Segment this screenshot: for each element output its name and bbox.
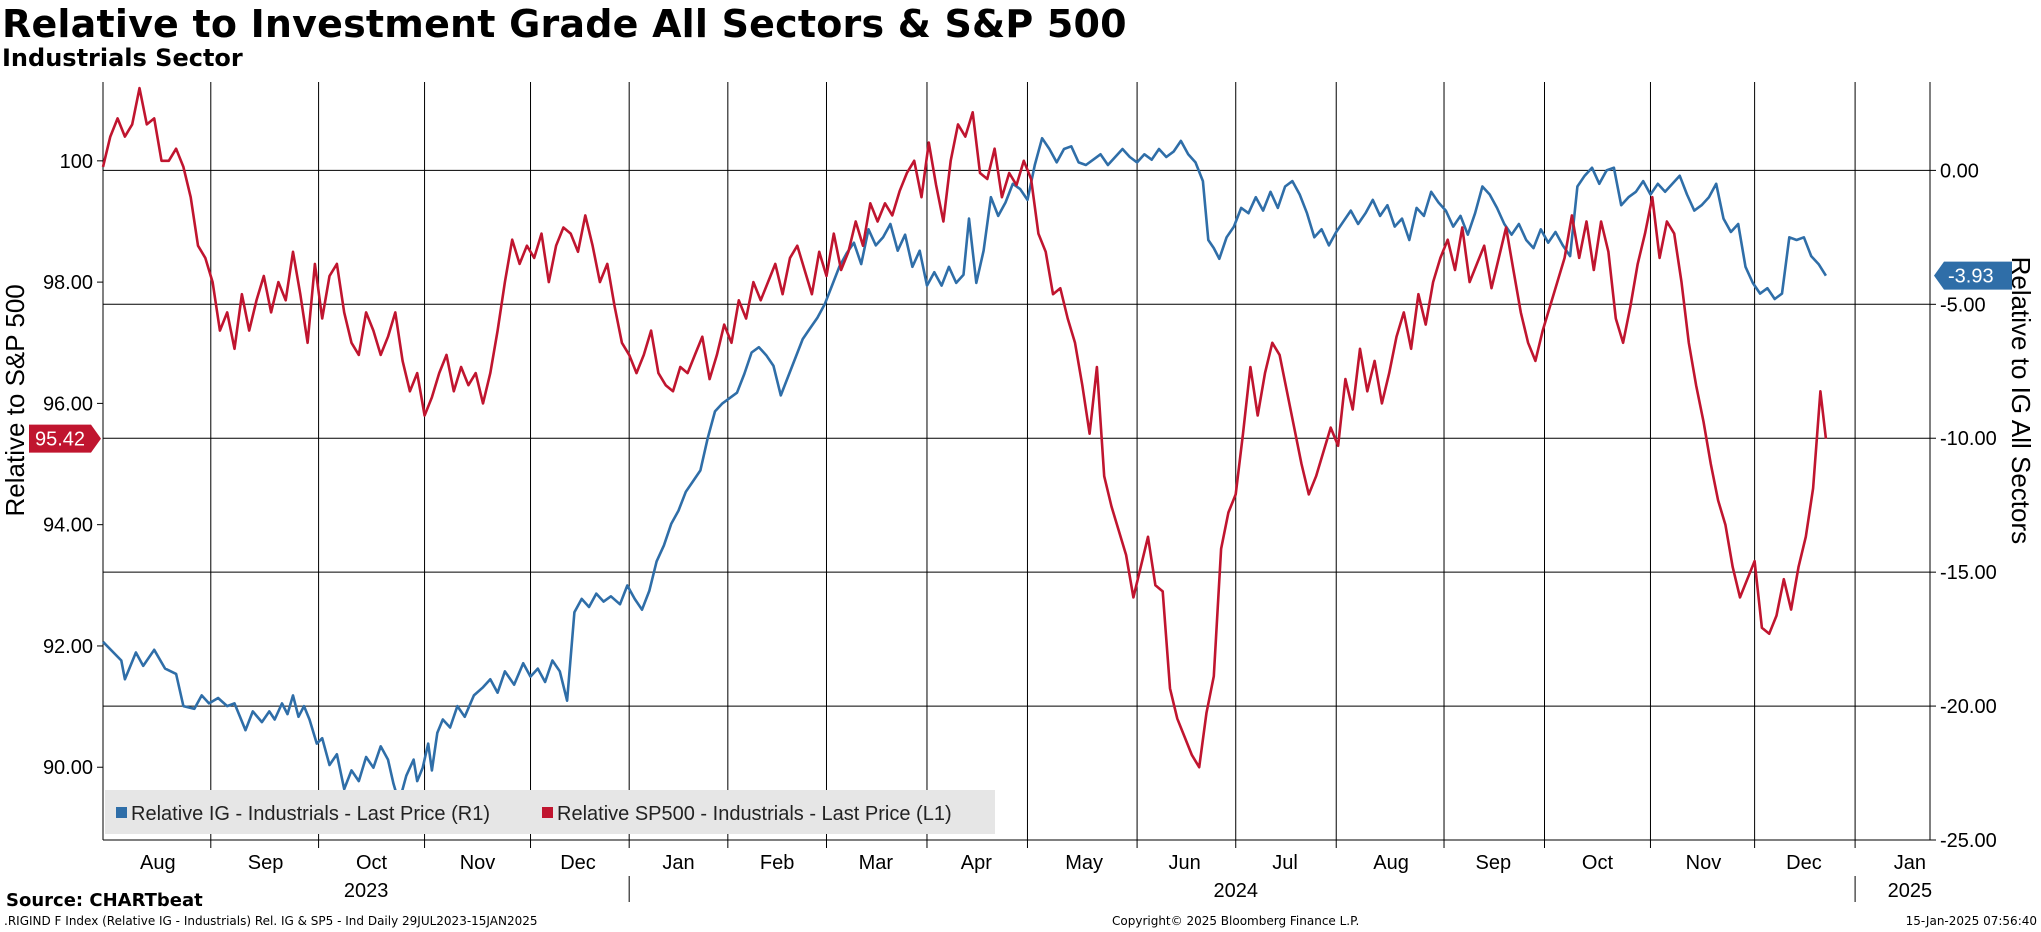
chart-title: Relative to Investment Grade All Sectors… (2, 2, 1127, 46)
legend-label-ig: Relative IG - Industrials - Last Price (… (131, 803, 490, 825)
right-tick-label: -20.00 (1940, 696, 1997, 718)
footer-timestamp: 15-Jan-2025 07:56:40 (1905, 914, 2037, 928)
month-label: Dec (560, 852, 596, 874)
sp500-series-line (101, 86, 1828, 769)
month-label: Oct (356, 852, 388, 874)
left-tick-label: 96.00 (43, 393, 93, 415)
left-tick-label: 100 (60, 151, 93, 173)
month-label: Sep (248, 852, 284, 874)
right-tick-label: -5.00 (1940, 294, 1986, 316)
sp500-last-value: 95.42 (35, 429, 85, 451)
left-tick-label: 94.00 (43, 515, 93, 537)
month-label: Aug (140, 852, 176, 874)
month-label: Jun (1168, 852, 1200, 874)
month-label: Sep (1476, 852, 1512, 874)
right-tick-label: 0.00 (1940, 160, 1979, 182)
month-label: Aug (1373, 852, 1409, 874)
ig-last-value: -3.93 (1948, 266, 1994, 288)
footer-copyright: Copyright© 2025 Bloomberg Finance L.P. (1112, 914, 1360, 928)
right-axis-label: Relative to IG All Sectors (2006, 257, 2036, 545)
left-tick-label: 90.00 (43, 757, 93, 779)
year-label: 2025 (1888, 880, 1933, 902)
legend-swatch-ig (116, 807, 127, 818)
right-tick-label: -15.00 (1940, 562, 1997, 584)
sp500-last-value-badge (29, 424, 101, 453)
right-tick-label: -25.00 (1940, 830, 1997, 852)
left-axis-label: Relative to S&P 500 (0, 284, 30, 516)
legend-swatch-sp500 (542, 807, 553, 818)
chart-subtitle: Industrials Sector (2, 44, 243, 72)
month-label: Jan (662, 852, 694, 874)
month-label: Apr (961, 852, 992, 874)
right-tick-label: -10.00 (1940, 428, 1997, 450)
year-label: 2023 (344, 880, 389, 902)
month-label: Oct (1582, 852, 1614, 874)
month-label: Jul (1272, 852, 1298, 874)
month-label: Jan (1894, 852, 1926, 874)
month-label: Feb (760, 852, 794, 874)
month-label: Dec (1786, 852, 1822, 874)
month-label: May (1065, 852, 1103, 874)
month-label: Nov (460, 852, 496, 874)
ig-last-value-badge (1934, 261, 2012, 290)
legend-label-sp500: Relative SP500 - Industrials - Last Pric… (557, 803, 952, 825)
left-tick-label: 98.00 (43, 272, 93, 294)
year-label: 2024 (1213, 880, 1258, 902)
month-label: Nov (1686, 852, 1722, 874)
footer-index-info: .RIGIND F Index (Relative IG - Industria… (4, 914, 538, 928)
left-tick-label: 92.00 (43, 636, 93, 658)
month-label: Mar (859, 852, 894, 874)
source-note: Source: CHARTbeat (6, 890, 203, 911)
